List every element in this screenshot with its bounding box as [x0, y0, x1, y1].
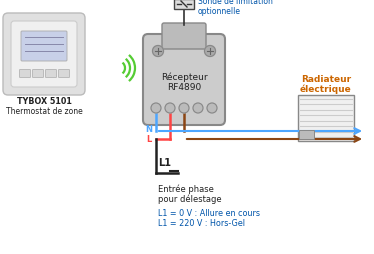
Circle shape	[207, 103, 217, 113]
Text: L1: L1	[158, 158, 171, 168]
Text: RF4890: RF4890	[167, 84, 201, 92]
Circle shape	[205, 45, 215, 56]
Circle shape	[193, 103, 203, 113]
FancyBboxPatch shape	[19, 70, 31, 77]
FancyBboxPatch shape	[46, 70, 56, 77]
Circle shape	[165, 103, 175, 113]
Circle shape	[151, 103, 161, 113]
Text: Entrée phase: Entrée phase	[158, 185, 214, 195]
FancyBboxPatch shape	[298, 95, 354, 141]
Text: N: N	[145, 125, 152, 135]
Text: pour délestage: pour délestage	[158, 195, 222, 204]
Text: Thermostat de zone: Thermostat de zone	[6, 107, 82, 116]
FancyBboxPatch shape	[300, 131, 315, 139]
FancyBboxPatch shape	[33, 70, 43, 77]
Text: L1 = 220 V : Hors-Gel: L1 = 220 V : Hors-Gel	[158, 219, 245, 228]
Text: optionnelle: optionnelle	[198, 7, 241, 15]
FancyBboxPatch shape	[143, 34, 225, 125]
Text: L1 = 0 V : Allure en cours: L1 = 0 V : Allure en cours	[158, 209, 260, 218]
Circle shape	[153, 45, 163, 56]
FancyBboxPatch shape	[162, 23, 206, 49]
Text: Récepteur: Récepteur	[161, 72, 207, 82]
Circle shape	[179, 103, 189, 113]
FancyBboxPatch shape	[58, 70, 70, 77]
FancyBboxPatch shape	[3, 13, 85, 95]
FancyBboxPatch shape	[174, 0, 194, 9]
Text: TYBOX 5101: TYBOX 5101	[16, 97, 71, 106]
Text: Radiateur: Radiateur	[301, 74, 351, 84]
Text: Sonde de limitation: Sonde de limitation	[198, 0, 273, 6]
FancyBboxPatch shape	[21, 31, 67, 61]
Text: électrique: électrique	[300, 84, 352, 94]
Text: L: L	[147, 135, 152, 145]
FancyBboxPatch shape	[11, 21, 77, 87]
